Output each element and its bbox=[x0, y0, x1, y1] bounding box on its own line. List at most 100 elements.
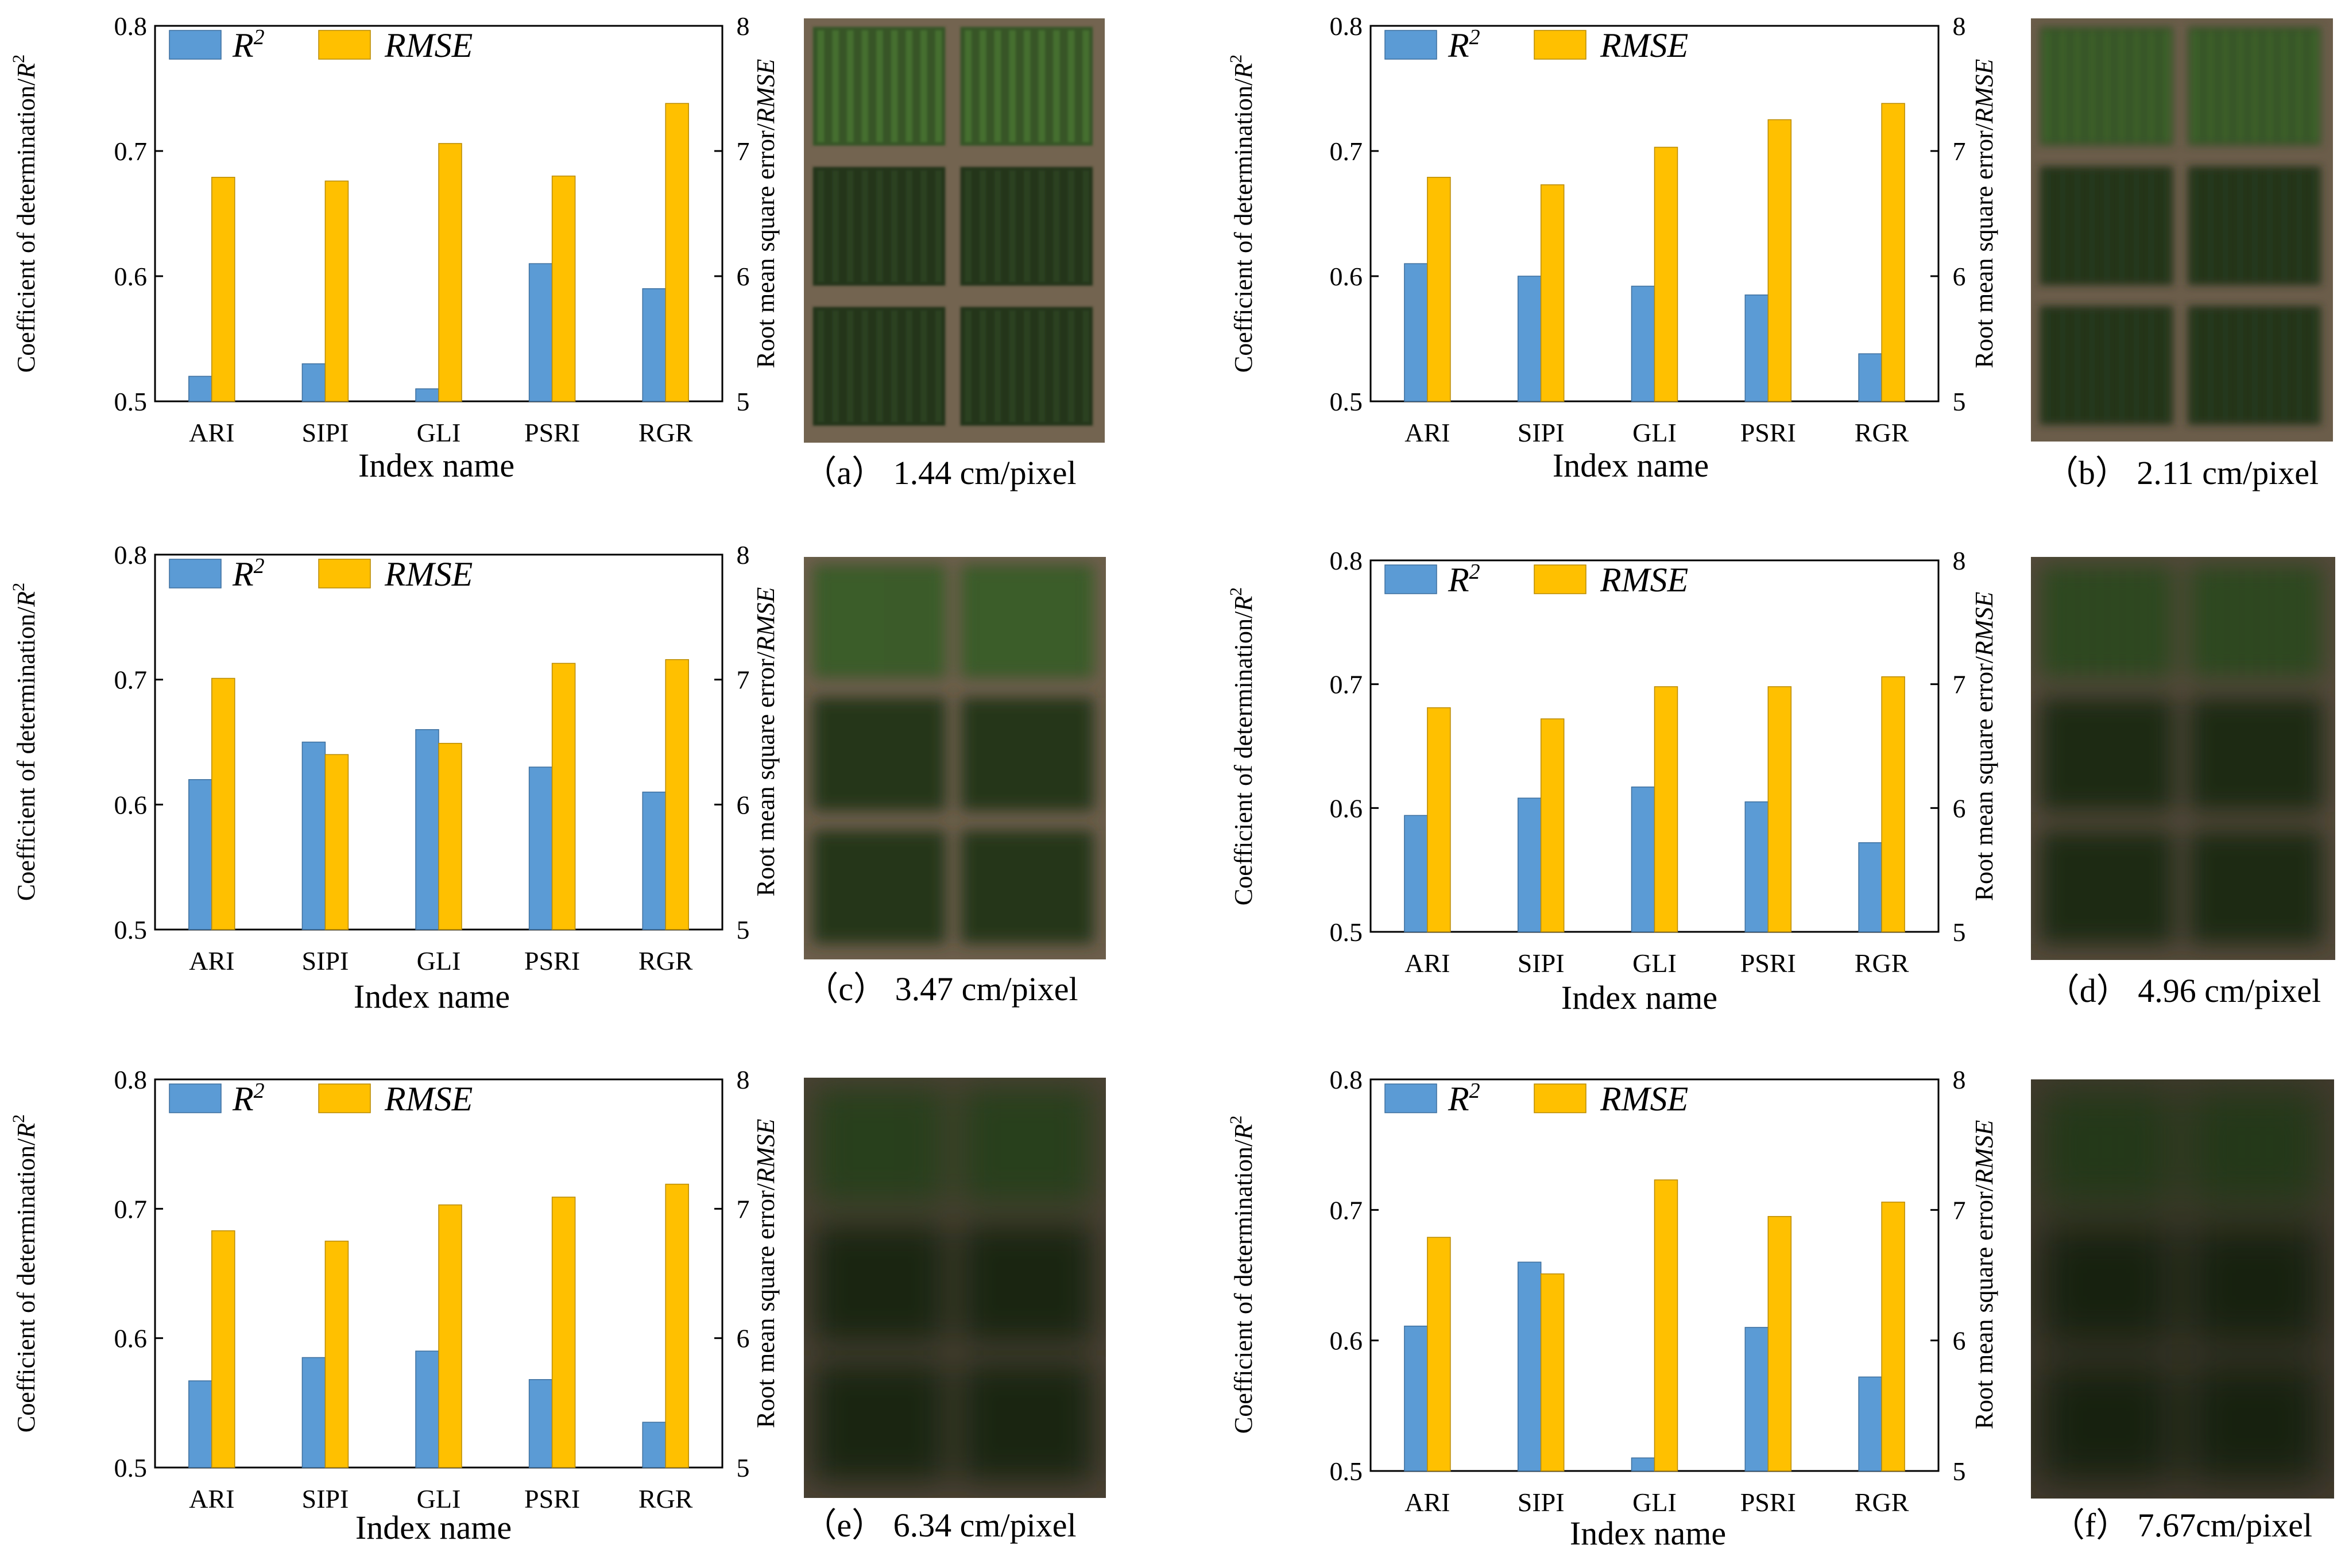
crop-row bbox=[2059, 834, 2067, 940]
crop-row bbox=[2074, 309, 2081, 421]
legend: R2 RMSE bbox=[169, 554, 473, 593]
panel-caption: （c） 3.47 cm/pixel bbox=[805, 970, 1078, 1008]
crop-row bbox=[965, 1366, 973, 1478]
crop-row bbox=[2238, 1229, 2245, 1340]
bar-rmse-sipi bbox=[324, 754, 349, 930]
left-tick-label: 0.5 bbox=[114, 915, 148, 944]
legend-label-rmse: RMSE bbox=[384, 26, 473, 64]
left-y-axis-label-text: Coefficient of determination/R2 bbox=[9, 55, 40, 373]
crop-row bbox=[920, 568, 928, 675]
crop-row bbox=[2207, 30, 2214, 142]
right-y-axis-label-text: Root mean square error/RMSE bbox=[752, 1118, 780, 1428]
crop-row bbox=[817, 1228, 825, 1339]
left-y-label-base: Coefficient of determination/ bbox=[12, 606, 40, 901]
bar-r2-psri bbox=[1744, 1327, 1769, 1472]
category-label: GLI bbox=[417, 418, 461, 447]
right-tick-label: 6 bbox=[737, 262, 750, 291]
crop-row bbox=[2147, 169, 2155, 282]
crop-row bbox=[2311, 309, 2317, 421]
bar-r2-ari bbox=[1404, 263, 1428, 402]
crop-row bbox=[1054, 1089, 1061, 1201]
legend-swatch-r2 bbox=[1384, 1083, 1437, 1113]
right-tick-label: 8 bbox=[737, 11, 750, 41]
right-y-label-base: Root mean square error/ bbox=[1970, 123, 1998, 368]
bar-rmse-ari bbox=[211, 677, 235, 930]
category-label: SIPI bbox=[1518, 948, 1565, 978]
left-tick-label: 0.6 bbox=[114, 790, 148, 819]
left-y-label-variable: R bbox=[12, 63, 40, 79]
category-label: SIPI bbox=[301, 1484, 349, 1513]
x-axis-label: Index name bbox=[358, 447, 514, 484]
aerial-image-content bbox=[2031, 18, 2333, 442]
left-y-axis-label-text: Coefficient of determination/R2 bbox=[1226, 587, 1257, 905]
legend: R2 RMSE bbox=[1384, 560, 1688, 599]
category-label: RGR bbox=[1855, 948, 1909, 978]
crop-row bbox=[2208, 701, 2216, 808]
bar-r2-sipi bbox=[1517, 276, 1542, 402]
legend-swatch-rmse bbox=[1534, 564, 1586, 594]
image-shade bbox=[804, 557, 1106, 959]
crop-row bbox=[965, 701, 973, 807]
crop-row bbox=[2088, 169, 2096, 282]
crop-row bbox=[935, 310, 942, 423]
crop-row bbox=[861, 30, 869, 142]
right-y-axis-label: Root mean square error/RMSE bbox=[752, 587, 780, 896]
crop-row bbox=[2044, 309, 2052, 421]
left-tick-label: 0.8 bbox=[114, 540, 148, 570]
bar-rmse-gli bbox=[1654, 686, 1678, 932]
bar-r2-sipi bbox=[301, 363, 326, 402]
crop-row bbox=[847, 1228, 854, 1339]
bar-r2-gli bbox=[1631, 786, 1655, 932]
left-y-label-variable: R bbox=[12, 591, 40, 607]
crop-row bbox=[2297, 1091, 2304, 1202]
crop-row bbox=[2089, 1091, 2096, 1202]
left-tick-label: 0.8 bbox=[114, 1065, 148, 1094]
field-plots bbox=[2040, 26, 2321, 425]
legend: R2 RMSE bbox=[1384, 1079, 1688, 1118]
legend-swatch-r2 bbox=[169, 30, 222, 60]
crop-row bbox=[876, 310, 883, 423]
crop-row bbox=[2089, 1229, 2096, 1340]
crop-row bbox=[1084, 1366, 1090, 1478]
crop-row bbox=[2118, 1229, 2126, 1340]
left-tick-label: 0.6 bbox=[114, 1324, 148, 1353]
crop-row bbox=[920, 170, 927, 282]
crop-row bbox=[2267, 1229, 2274, 1340]
category-label: RGR bbox=[639, 418, 693, 447]
bar-r2-psri bbox=[528, 263, 553, 402]
bar-r2-rgr bbox=[642, 1422, 666, 1468]
left-tick-label: 0.6 bbox=[1330, 793, 1363, 823]
bar-rmse-gli bbox=[1654, 1179, 1678, 1472]
right-tick-label: 7 bbox=[1953, 670, 1966, 699]
crop-row bbox=[2266, 309, 2273, 421]
crop-row bbox=[2193, 1229, 2200, 1340]
crop-row bbox=[2149, 834, 2156, 940]
right-tick-label: 7 bbox=[737, 1194, 750, 1224]
bar-r2-rgr bbox=[642, 288, 666, 402]
crop-row bbox=[847, 701, 854, 807]
crop-row bbox=[817, 30, 825, 142]
crop-row bbox=[935, 701, 943, 807]
right-tick-label: 6 bbox=[1953, 1326, 1966, 1356]
crop-row bbox=[2223, 1368, 2230, 1478]
image-shade bbox=[804, 18, 1105, 443]
left-tick-label: 0.5 bbox=[1330, 387, 1363, 416]
crop-row bbox=[995, 701, 1002, 807]
left-tick-label: 0.7 bbox=[114, 1194, 148, 1224]
crop-row bbox=[817, 170, 825, 282]
crop-row bbox=[980, 834, 987, 940]
left-y-label-superscript: 2 bbox=[9, 583, 28, 591]
bar-rmse-psri bbox=[1767, 1215, 1792, 1472]
crop-row bbox=[2236, 309, 2244, 421]
right-y-axis-label: Root mean square error/RMSE bbox=[752, 1118, 780, 1428]
bar-rmse-rgr bbox=[665, 103, 689, 402]
crop-row bbox=[1024, 701, 1031, 807]
crop-row bbox=[1038, 30, 1046, 142]
bar-r2-gli bbox=[415, 729, 439, 930]
crop-row bbox=[980, 1089, 987, 1201]
crop-row bbox=[1084, 1228, 1090, 1339]
legend-r2-superscript: 2 bbox=[1469, 1079, 1480, 1103]
bar-r2-psri bbox=[1744, 294, 1769, 402]
bar-rmse-gli bbox=[438, 1204, 462, 1468]
crop-row bbox=[846, 170, 854, 282]
